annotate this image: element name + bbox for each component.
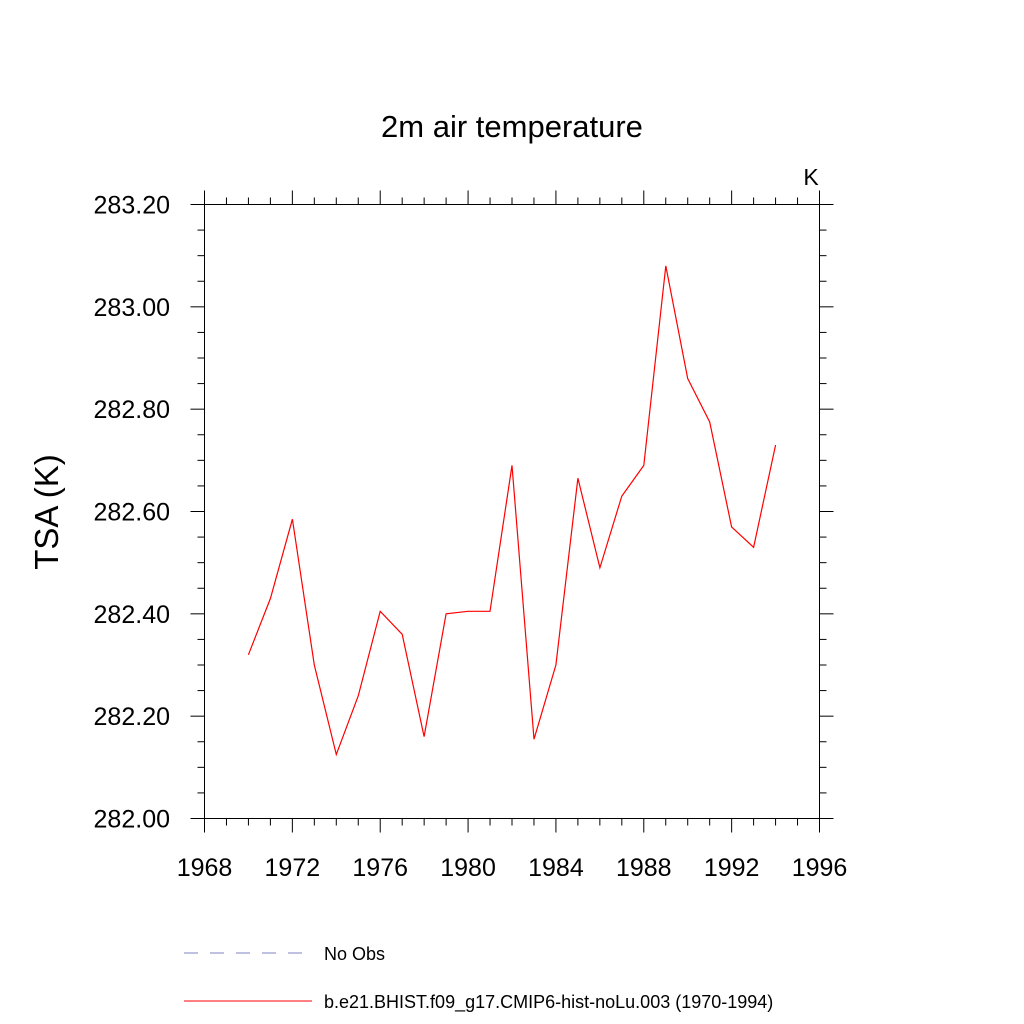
y-tick-label: 282.40: [94, 601, 170, 629]
x-tick-label: 1980: [440, 854, 496, 882]
series-layer: [247, 265, 777, 757]
x-ticks: 1968 1972 1976 1980 1984 1988 1992 1996: [177, 190, 848, 882]
x-tick-label: 1988: [616, 854, 672, 882]
y-tick-label: 282.00: [94, 806, 170, 834]
x-tick-label: 1968: [177, 854, 233, 882]
x-tick-label: 1996: [792, 854, 848, 882]
x-tick-label: 1972: [265, 854, 321, 882]
units-label: K: [803, 164, 819, 190]
y-tick-label: 283.20: [94, 192, 170, 220]
chart-title: 2m air temperature: [381, 109, 643, 144]
y-ticks: 282.00 282.20 282.40 282.60 282.80 283.00 283.…: [94, 192, 834, 834]
plot-frame: [204, 204, 820, 819]
x-tick-label: 1992: [704, 854, 760, 882]
x-tick-label: 1976: [352, 854, 408, 882]
y-tick-label: 283.00: [94, 294, 170, 322]
y-tick-label: 282.20: [94, 703, 170, 731]
y-tick-label: 282.80: [94, 396, 170, 424]
legend-label: No Obs: [324, 944, 385, 964]
x-tick-label: 1984: [528, 854, 584, 882]
series-line: [247, 265, 777, 757]
y-axis-label: TSA (K): [28, 454, 65, 570]
y-tick-label: 282.60: [94, 499, 170, 527]
legend-label: b.e21.BHIST.f09_g17.CMIP6-hist-noLu.003 …: [324, 992, 773, 1013]
legend: No Obs b.e21.BHIST.f09_g17.CMIP6-hist-noL…: [184, 944, 773, 1013]
